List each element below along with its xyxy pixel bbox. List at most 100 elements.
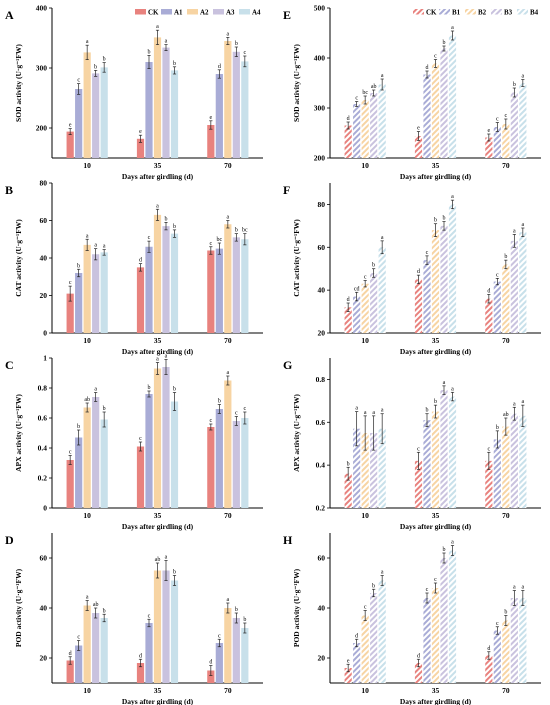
bar bbox=[241, 239, 249, 333]
significance-label: a bbox=[521, 74, 524, 80]
x-axis-label: Days after girdling (d) bbox=[400, 522, 472, 531]
bar bbox=[145, 394, 153, 508]
bar bbox=[510, 413, 518, 508]
y-axis-label: APX activity (U·g⁻¹FW) bbox=[14, 394, 23, 472]
significance-label: d bbox=[417, 269, 420, 275]
significance-label: b bbox=[426, 408, 429, 414]
significance-label: a bbox=[226, 370, 229, 376]
bar bbox=[510, 598, 518, 683]
bar bbox=[136, 267, 145, 333]
bar bbox=[378, 247, 386, 333]
significance-label: a bbox=[156, 24, 159, 30]
bar bbox=[207, 670, 215, 683]
significance-label: a bbox=[381, 570, 384, 576]
significance-label: c bbox=[148, 613, 151, 619]
bar bbox=[241, 628, 249, 683]
x-tick-label: 35 bbox=[154, 161, 162, 170]
bar bbox=[423, 260, 431, 333]
significance-label: a bbox=[94, 243, 97, 249]
bar bbox=[414, 460, 423, 508]
significance-label: b bbox=[103, 406, 106, 412]
x-tick-label: 70 bbox=[224, 336, 232, 345]
y-tick-label: 80 bbox=[40, 179, 48, 188]
y-tick-label: 0.4 bbox=[38, 444, 48, 453]
significance-label: b bbox=[173, 570, 176, 576]
y-axis-label: SOD activity (U·g⁻¹FW) bbox=[14, 44, 23, 122]
significance-label: c bbox=[209, 418, 212, 424]
significance-label: c bbox=[139, 436, 142, 442]
bar bbox=[170, 580, 179, 683]
significance-label: b bbox=[372, 263, 375, 269]
bar bbox=[493, 281, 501, 333]
significance-label: b bbox=[504, 254, 507, 260]
legend-label: CK bbox=[426, 9, 437, 17]
significance-label: c bbox=[355, 96, 358, 102]
bar bbox=[153, 214, 162, 333]
significance-label: a bbox=[226, 597, 229, 603]
significance-label: b bbox=[496, 425, 499, 431]
x-tick-label: 10 bbox=[361, 161, 369, 170]
significance-label: a bbox=[156, 357, 159, 363]
significance-label: a bbox=[381, 408, 384, 414]
bar bbox=[170, 70, 179, 158]
significance-label: b bbox=[173, 387, 176, 393]
legend-swatch bbox=[413, 9, 424, 15]
bar bbox=[431, 411, 440, 508]
bar bbox=[493, 439, 501, 508]
bar bbox=[215, 74, 223, 158]
bar bbox=[353, 428, 361, 508]
significance-label: a bbox=[165, 555, 168, 561]
bar bbox=[207, 125, 215, 158]
significance-label: e bbox=[487, 128, 490, 134]
significance-label: c bbox=[496, 272, 499, 278]
bar bbox=[170, 233, 179, 333]
significance-label: b bbox=[443, 40, 446, 46]
y-tick-label: 0.2 bbox=[38, 474, 48, 483]
bar bbox=[92, 254, 100, 333]
significance-label: b bbox=[434, 399, 437, 405]
significance-label: bc bbox=[216, 237, 222, 243]
bar bbox=[241, 61, 249, 158]
bar bbox=[75, 273, 83, 333]
y-tick-label: 0 bbox=[43, 329, 47, 338]
bar bbox=[224, 608, 232, 683]
significance-label: b bbox=[103, 608, 106, 614]
significance-label: a bbox=[355, 406, 358, 412]
bar bbox=[232, 51, 240, 158]
x-tick-label: 70 bbox=[502, 161, 510, 170]
y-tick-label: 0.8 bbox=[316, 375, 326, 384]
x-axis-label: Days after girdling (d) bbox=[400, 172, 472, 181]
significance-label: a bbox=[86, 39, 89, 45]
bar bbox=[75, 89, 83, 158]
bar bbox=[344, 668, 352, 683]
y-tick-label: 200 bbox=[314, 154, 326, 163]
bar bbox=[448, 396, 457, 508]
significance-label: d bbox=[487, 288, 490, 294]
bar bbox=[378, 580, 386, 683]
significance-label: b bbox=[148, 49, 151, 55]
x-axis-label: Days after girdling (d) bbox=[122, 347, 194, 356]
significance-label: a bbox=[86, 233, 89, 239]
significance-label: a bbox=[103, 244, 106, 250]
bar bbox=[66, 293, 74, 333]
y-tick-label: 0.8 bbox=[38, 384, 48, 393]
bar bbox=[232, 237, 240, 333]
bar bbox=[414, 136, 423, 158]
significance-label: b bbox=[372, 583, 375, 589]
significance-label: c bbox=[487, 446, 490, 452]
bar bbox=[519, 598, 527, 683]
significance-label: a bbox=[156, 203, 159, 209]
y-axis-label: POD activity (U·g⁻¹FW) bbox=[14, 568, 23, 647]
x-tick-label: 10 bbox=[83, 336, 91, 345]
significance-label: b bbox=[218, 399, 221, 405]
significance-label: b bbox=[434, 218, 437, 224]
bar bbox=[83, 52, 91, 158]
significance-label: c bbox=[209, 241, 212, 247]
bar bbox=[170, 401, 179, 508]
bar bbox=[100, 252, 108, 333]
bar bbox=[414, 279, 423, 333]
significance-label: b bbox=[77, 263, 80, 269]
bar bbox=[361, 283, 369, 333]
